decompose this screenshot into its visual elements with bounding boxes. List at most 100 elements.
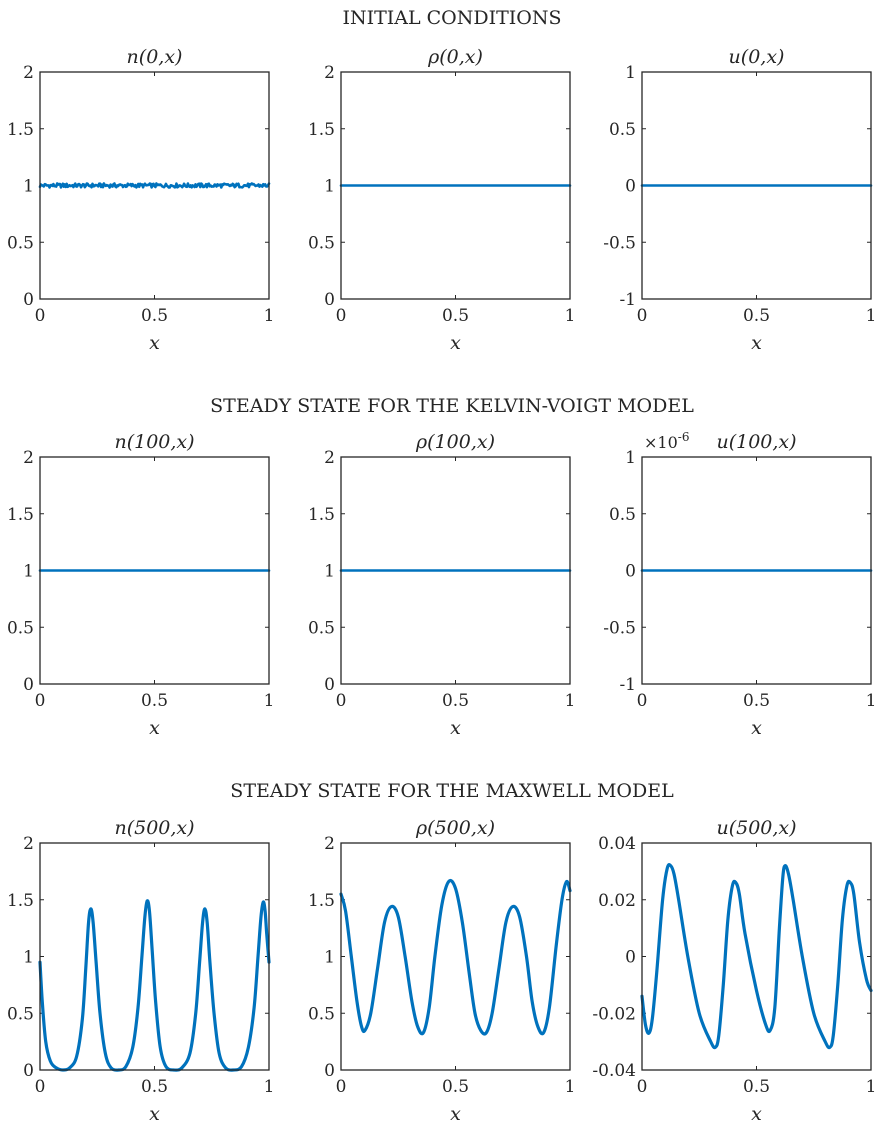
panel-2-0: n(500,x) 0 0.5 1 1.5 2 0 0.5 1 x [7, 817, 274, 1125]
x-tick-label: 0 [637, 691, 648, 711]
axis-exponent-label: ×10-6 [644, 430, 689, 452]
x-tick-label: 1 [565, 691, 576, 711]
x-tick-label: 0 [336, 1077, 347, 1097]
x-tick-label: 0 [35, 306, 46, 326]
panel-title: n(100,x) [114, 431, 194, 453]
x-tick-label: 0 [35, 691, 46, 711]
axes-box [641, 456, 872, 685]
x-tick-label: 0.5 [442, 306, 469, 326]
x-tick-label: 0 [637, 306, 648, 326]
y-tick-label: 1 [324, 948, 335, 968]
x-tick-label: 0 [336, 691, 347, 711]
y-tick-label: 0.5 [308, 1004, 335, 1024]
x-tick-label: 0 [637, 1077, 648, 1097]
y-tick-label: 1.5 [308, 891, 335, 911]
axes-box [340, 842, 571, 1071]
y-tick-label: 0.04 [598, 834, 636, 854]
panel-title: n(500,x) [114, 817, 194, 839]
x-tick-label: 0.5 [141, 306, 168, 326]
y-tick-label: 1 [625, 448, 636, 468]
y-tick-label: -1 [619, 675, 636, 695]
series-line [339, 878, 572, 1036]
y-tick-label: 2 [324, 63, 335, 83]
x-tick-label: 0.5 [442, 1077, 469, 1097]
x-tick-label: 0.5 [141, 1077, 168, 1097]
panel-title: ρ(100,x) [415, 431, 495, 453]
axes-box [39, 456, 270, 685]
panel-2-2: u(500,x) -0.04 -0.02 0 0.02 0.04 0 0.5 1 x [592, 817, 876, 1125]
x-axis-label: x [751, 1103, 762, 1125]
row-title-initial-conditions: INITIAL CONDITIONS [342, 7, 561, 29]
panel-title: n(0,x) [127, 46, 183, 68]
y-tick-label: 2 [324, 834, 335, 854]
y-tick-label: 0 [23, 675, 34, 695]
axes-box [641, 71, 872, 300]
y-tick-label: 1 [23, 948, 34, 968]
x-tick-label: 1 [565, 1077, 576, 1097]
y-tick-label: 2 [324, 448, 335, 468]
y-tick-label: 0.5 [7, 1004, 34, 1024]
y-tick-label: 1.5 [7, 120, 34, 140]
x-tick-label: 1 [264, 691, 275, 711]
y-tick-label: 0.5 [609, 505, 636, 525]
x-axis-label: x [450, 717, 461, 739]
y-tick-label: -0.04 [592, 1061, 636, 1081]
panel-0-0: n(0,x) 0 0.5 1 1.5 2 0 0.5 1 x [7, 46, 274, 354]
panels: n(0,x) 0 0.5 1 1.5 2 0 0.5 1 x ρ(0,x) 0 0.5 1 1.5 2 0 0.5… [7, 46, 876, 1125]
axis-exponent-power: -6 [678, 430, 690, 444]
y-tick-label: 0.5 [7, 233, 34, 253]
y-tick-label: 0 [324, 675, 335, 695]
y-tick-label: 0 [324, 290, 335, 310]
y-tick-label: 1 [625, 63, 636, 83]
panel-0-1: ρ(0,x) 0 0.5 1 1.5 2 0 0.5 1 x [308, 46, 575, 354]
panel-1-0: n(100,x) 0 0.5 1 1.5 2 0 0.5 1 x [7, 431, 274, 739]
panel-1-2: u(100,x) -1 -0.5 0 0.5 1 0 0.5 1 x ×10-6 [603, 430, 876, 739]
y-tick-label: 2 [23, 834, 34, 854]
y-tick-label: 1.5 [308, 505, 335, 525]
y-tick-label: 1 [324, 177, 335, 197]
y-tick-label: 1.5 [7, 891, 34, 911]
y-tick-label: 0.5 [7, 618, 34, 638]
series-line [640, 863, 873, 1050]
series-line [38, 182, 271, 189]
axis-exponent-base: ×10 [644, 433, 678, 452]
y-tick-label: 0 [23, 1061, 34, 1081]
axes-box [340, 456, 571, 685]
y-tick-label: 0.5 [308, 618, 335, 638]
x-axis-label: x [149, 1103, 160, 1125]
y-tick-label: -0.5 [603, 233, 636, 253]
y-tick-label: 1.5 [7, 505, 34, 525]
panel-2-1: ρ(500,x) 0 0.5 1 1.5 2 0 0.5 1 x [308, 817, 575, 1125]
x-tick-label: 1 [866, 306, 876, 326]
y-tick-label: 0.5 [308, 233, 335, 253]
x-axis-label: x [751, 717, 762, 739]
x-tick-label: 0.5 [141, 691, 168, 711]
y-tick-label: 0 [625, 562, 636, 582]
x-axis-label: x [149, 717, 160, 739]
y-tick-label: 0 [625, 948, 636, 968]
x-tick-label: 1 [866, 1077, 876, 1097]
series-line [38, 899, 271, 1072]
y-tick-label: 0 [625, 177, 636, 197]
axes-box [39, 842, 270, 1071]
axes-box [641, 842, 872, 1071]
axes-box [39, 71, 270, 300]
panel-title: ρ(500,x) [415, 817, 495, 839]
y-tick-label: 2 [23, 448, 34, 468]
x-tick-label: 0 [336, 306, 347, 326]
x-tick-label: 0.5 [743, 1077, 770, 1097]
x-tick-label: 0 [35, 1077, 46, 1097]
y-tick-label: -0.02 [592, 1004, 636, 1024]
panel-1-1: ρ(100,x) 0 0.5 1 1.5 2 0 0.5 1 x [308, 431, 575, 739]
x-axis-label: x [450, 1103, 461, 1125]
panel-0-2: u(0,x) -1 -0.5 0 0.5 1 0 0.5 1 x [603, 46, 876, 354]
x-tick-label: 1 [565, 306, 576, 326]
x-tick-label: 0.5 [743, 306, 770, 326]
row-title-kelvin-voigt: STEADY STATE FOR THE KELVIN-VOIGT MODEL [210, 395, 694, 417]
y-tick-label: 1.5 [308, 120, 335, 140]
panel-title: ρ(0,x) [427, 46, 483, 68]
x-tick-label: 0.5 [743, 691, 770, 711]
panel-title: u(0,x) [729, 46, 785, 68]
x-axis-label: x [450, 332, 461, 354]
y-tick-label: 0 [324, 1061, 335, 1081]
